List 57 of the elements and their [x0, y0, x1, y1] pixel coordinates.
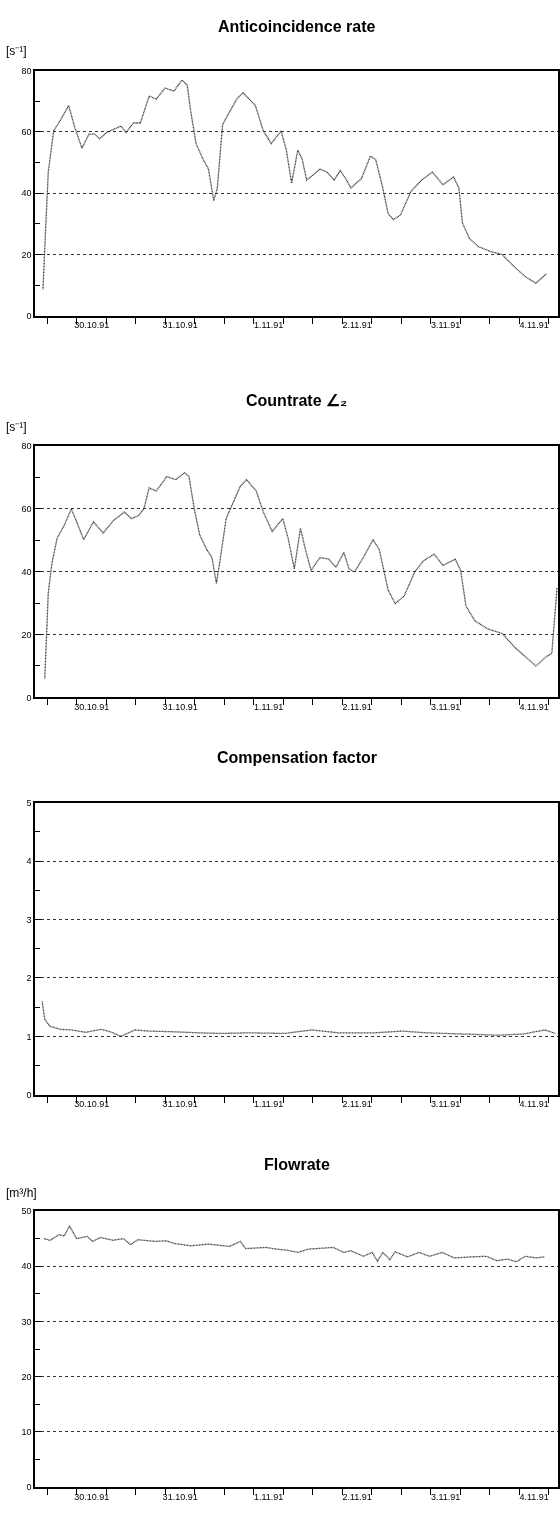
x-tick-label: 31.10.91: [162, 1491, 198, 1502]
y-tick-label: 60: [21, 127, 32, 138]
y-tick-label: 3: [26, 914, 32, 925]
y-tick-label: 20: [21, 629, 32, 640]
x-tick-label: 3.11.91: [430, 1491, 461, 1502]
y-tick-label: 0: [26, 1089, 32, 1100]
x-tick-label: 1.11.91: [253, 701, 284, 712]
y-axis-title: [s⁻¹]: [6, 420, 27, 434]
x-tick-label: 31.10.91: [162, 1099, 198, 1110]
y-tick-label: 1: [26, 1031, 32, 1042]
x-tick-label: 2.11.91: [342, 701, 372, 712]
x-tick-label: 1.11.91: [253, 1099, 284, 1110]
x-tick-label: 30.10.91: [74, 1491, 110, 1502]
x-tick-label: 3.11.91: [430, 1099, 461, 1110]
x-tick-label: 3.11.91: [430, 320, 461, 331]
chart-title: Countrate ∠₂: [246, 392, 348, 409]
y-tick-label: 4: [26, 856, 32, 867]
x-tick-label: 2.11.91: [342, 1491, 372, 1502]
x-tick-label: 1.11.91: [253, 1491, 284, 1502]
chart-title: Flowrate: [264, 1156, 330, 1173]
y-tick-label: 2: [26, 973, 32, 984]
x-tick-label: 31.10.91: [162, 320, 198, 331]
y-tick-label: 50: [21, 1206, 32, 1217]
x-tick-label: 30.10.91: [74, 1099, 110, 1110]
x-tick-label: 30.10.91: [74, 701, 110, 712]
y-tick-label: 0: [26, 1482, 32, 1493]
y-tick-label: 0: [26, 311, 32, 322]
y-tick-label: 40: [21, 188, 32, 199]
y-axis-title: [s⁻¹]: [6, 44, 27, 58]
x-tick-label: 4.11.91: [519, 701, 549, 712]
y-tick-label: 20: [21, 249, 32, 260]
x-tick-label: 4.11.91: [519, 1491, 549, 1502]
x-tick-label: 2.11.91: [342, 1099, 372, 1110]
y-tick-label: 5: [26, 797, 32, 808]
x-tick-label: 2.11.91: [342, 320, 372, 331]
y-tick-label: 80: [21, 441, 32, 452]
x-tick-label: 31.10.91: [162, 701, 198, 712]
line-series: [42, 79, 548, 291]
line-series: [44, 472, 558, 680]
y-tick-label: 60: [21, 504, 32, 515]
x-tick-label: 4.11.91: [519, 1099, 549, 1110]
y-tick-label: 20: [21, 1371, 32, 1382]
y-tick-label: 30: [21, 1316, 32, 1327]
x-tick-label: 1.11.91: [253, 320, 284, 331]
y-tick-label: 10: [21, 1427, 32, 1438]
y-axis-title: [m³/h]: [6, 1186, 37, 1200]
line-series: [41, 1000, 557, 1038]
chart-title: Compensation factor: [217, 749, 378, 766]
line-series: [43, 1225, 546, 1263]
x-tick-label: 3.11.91: [430, 701, 461, 712]
y-tick-label: 80: [21, 65, 32, 76]
x-tick-label: 4.11.91: [519, 320, 549, 331]
chart-title: Anticoincidence rate: [218, 18, 376, 35]
y-tick-label: 40: [21, 1261, 32, 1272]
y-tick-label: 0: [26, 692, 32, 703]
x-tick-label: 30.10.91: [74, 320, 110, 331]
y-tick-label: 40: [21, 566, 32, 577]
